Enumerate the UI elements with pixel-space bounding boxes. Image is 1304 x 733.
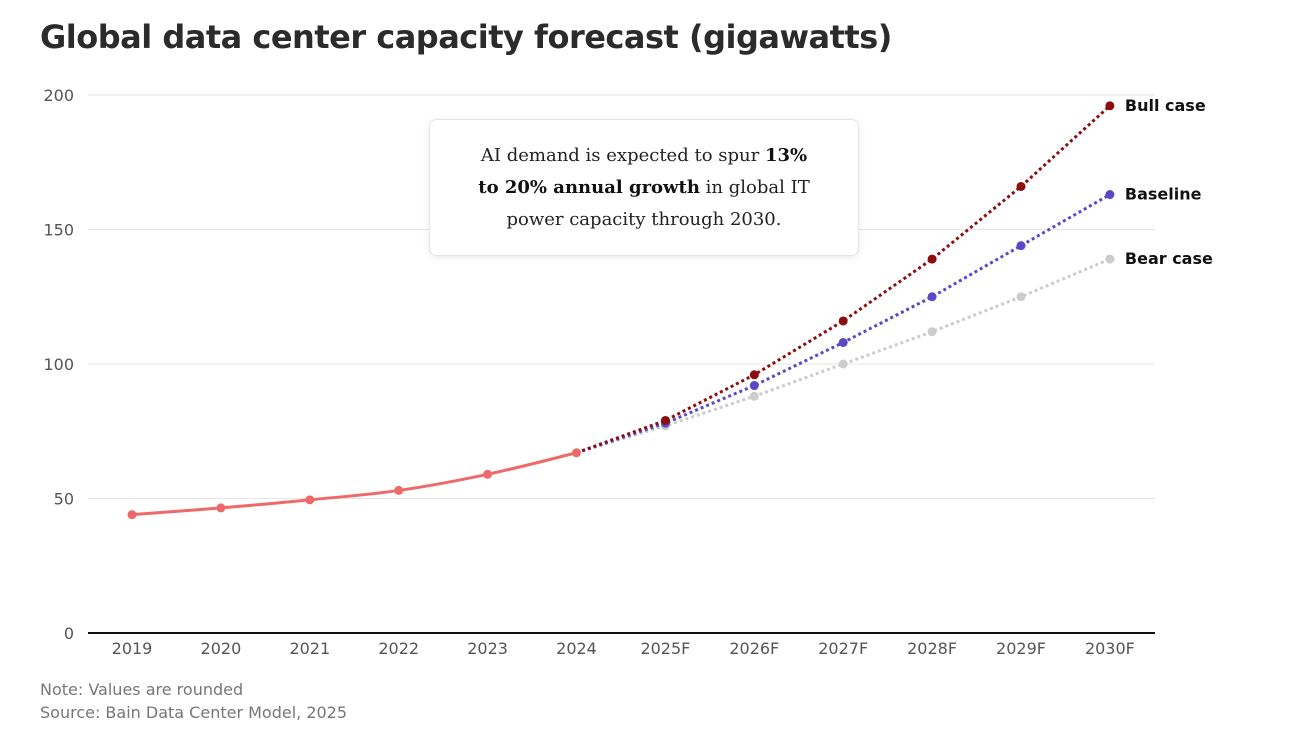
x-tick-label-2022: 2022 <box>378 639 419 658</box>
data-point-bull-2027F <box>838 316 848 326</box>
annotation-callout: AI demand is expected to spur 13% to 20%… <box>429 119 859 256</box>
y-tick-label-50: 50 <box>54 490 74 509</box>
chart-source: Source: Bain Data Center Model, 2025 <box>40 703 348 722</box>
x-tick-label-2023: 2023 <box>467 639 508 658</box>
x-tick-label-2029F: 2029F <box>996 639 1046 658</box>
data-point-baseline-2028F <box>927 292 937 302</box>
x-tick-label-2024: 2024 <box>556 639 597 658</box>
callout-text-post: in global IT power capacity through 2030… <box>506 176 810 230</box>
callout-text-bold: 13% to 20% annual growth <box>478 144 808 198</box>
data-point-bear-2026F <box>749 391 759 401</box>
x-tick-label-2020: 2020 <box>201 639 242 658</box>
data-point-baseline-2026F <box>749 381 759 391</box>
data-point-bear-2029F <box>1016 292 1026 302</box>
data-point-historical-2023 <box>483 469 493 479</box>
y-tick-label-0: 0 <box>64 624 74 643</box>
x-tick-label-2019: 2019 <box>112 639 153 658</box>
data-point-baseline-2029F <box>1016 241 1026 251</box>
x-tick-label-2028F: 2028F <box>907 639 957 658</box>
data-point-bull-2026F <box>749 370 759 380</box>
data-points <box>127 101 1115 520</box>
x-tick-label-2021: 2021 <box>289 639 330 658</box>
data-point-bear-2030F <box>1105 254 1115 264</box>
x-tick-label-2025F: 2025F <box>640 639 690 658</box>
data-point-historical-2021 <box>305 495 315 505</box>
data-point-baseline-2027F <box>838 337 848 347</box>
data-point-bull-2028F <box>927 254 937 264</box>
data-point-historical-2019 <box>127 510 137 520</box>
y-tick-label-100: 100 <box>43 355 74 374</box>
chart-note: Note: Values are rounded <box>40 680 244 699</box>
y-tick-label-200: 200 <box>43 86 74 105</box>
series-label-bull: Bull case <box>1125 96 1206 115</box>
data-point-bull-2025F <box>660 415 670 425</box>
series-label-baseline: Baseline <box>1125 185 1202 204</box>
data-point-historical-2024 <box>572 448 581 458</box>
callout-text-pre: AI demand is expected to spur <box>480 144 765 166</box>
callout-text: AI demand is expected to spur 13% to 20%… <box>470 140 818 236</box>
y-tick-label-150: 150 <box>43 221 74 240</box>
data-point-bear-2027F <box>838 359 848 369</box>
data-point-bull-2030F <box>1105 101 1115 111</box>
series-line-historical <box>130 451 578 517</box>
data-point-historical-2022 <box>394 485 404 495</box>
x-tick-label-2026F: 2026F <box>729 639 779 658</box>
x-tick-label-2027F: 2027F <box>818 639 868 658</box>
series-labels: Bear case Baseline Bull case <box>1125 96 1213 268</box>
y-axis-ticks: 0 50 100 150 200 <box>43 86 74 643</box>
data-point-bull-2029F <box>1016 181 1026 191</box>
series-label-bear: Bear case <box>1125 249 1213 268</box>
data-point-bear-2028F <box>927 327 937 337</box>
data-point-historical-2020 <box>216 503 226 513</box>
x-tick-label-2030F: 2030F <box>1085 639 1135 658</box>
x-axis-ticks: 2019 2020 2021 2022 2023 2024 2025F 2026F 2027F 2… <box>112 639 1135 658</box>
data-point-baseline-2030F <box>1105 190 1115 200</box>
chart-title: Global data center capacity forecast (gi… <box>40 18 892 56</box>
